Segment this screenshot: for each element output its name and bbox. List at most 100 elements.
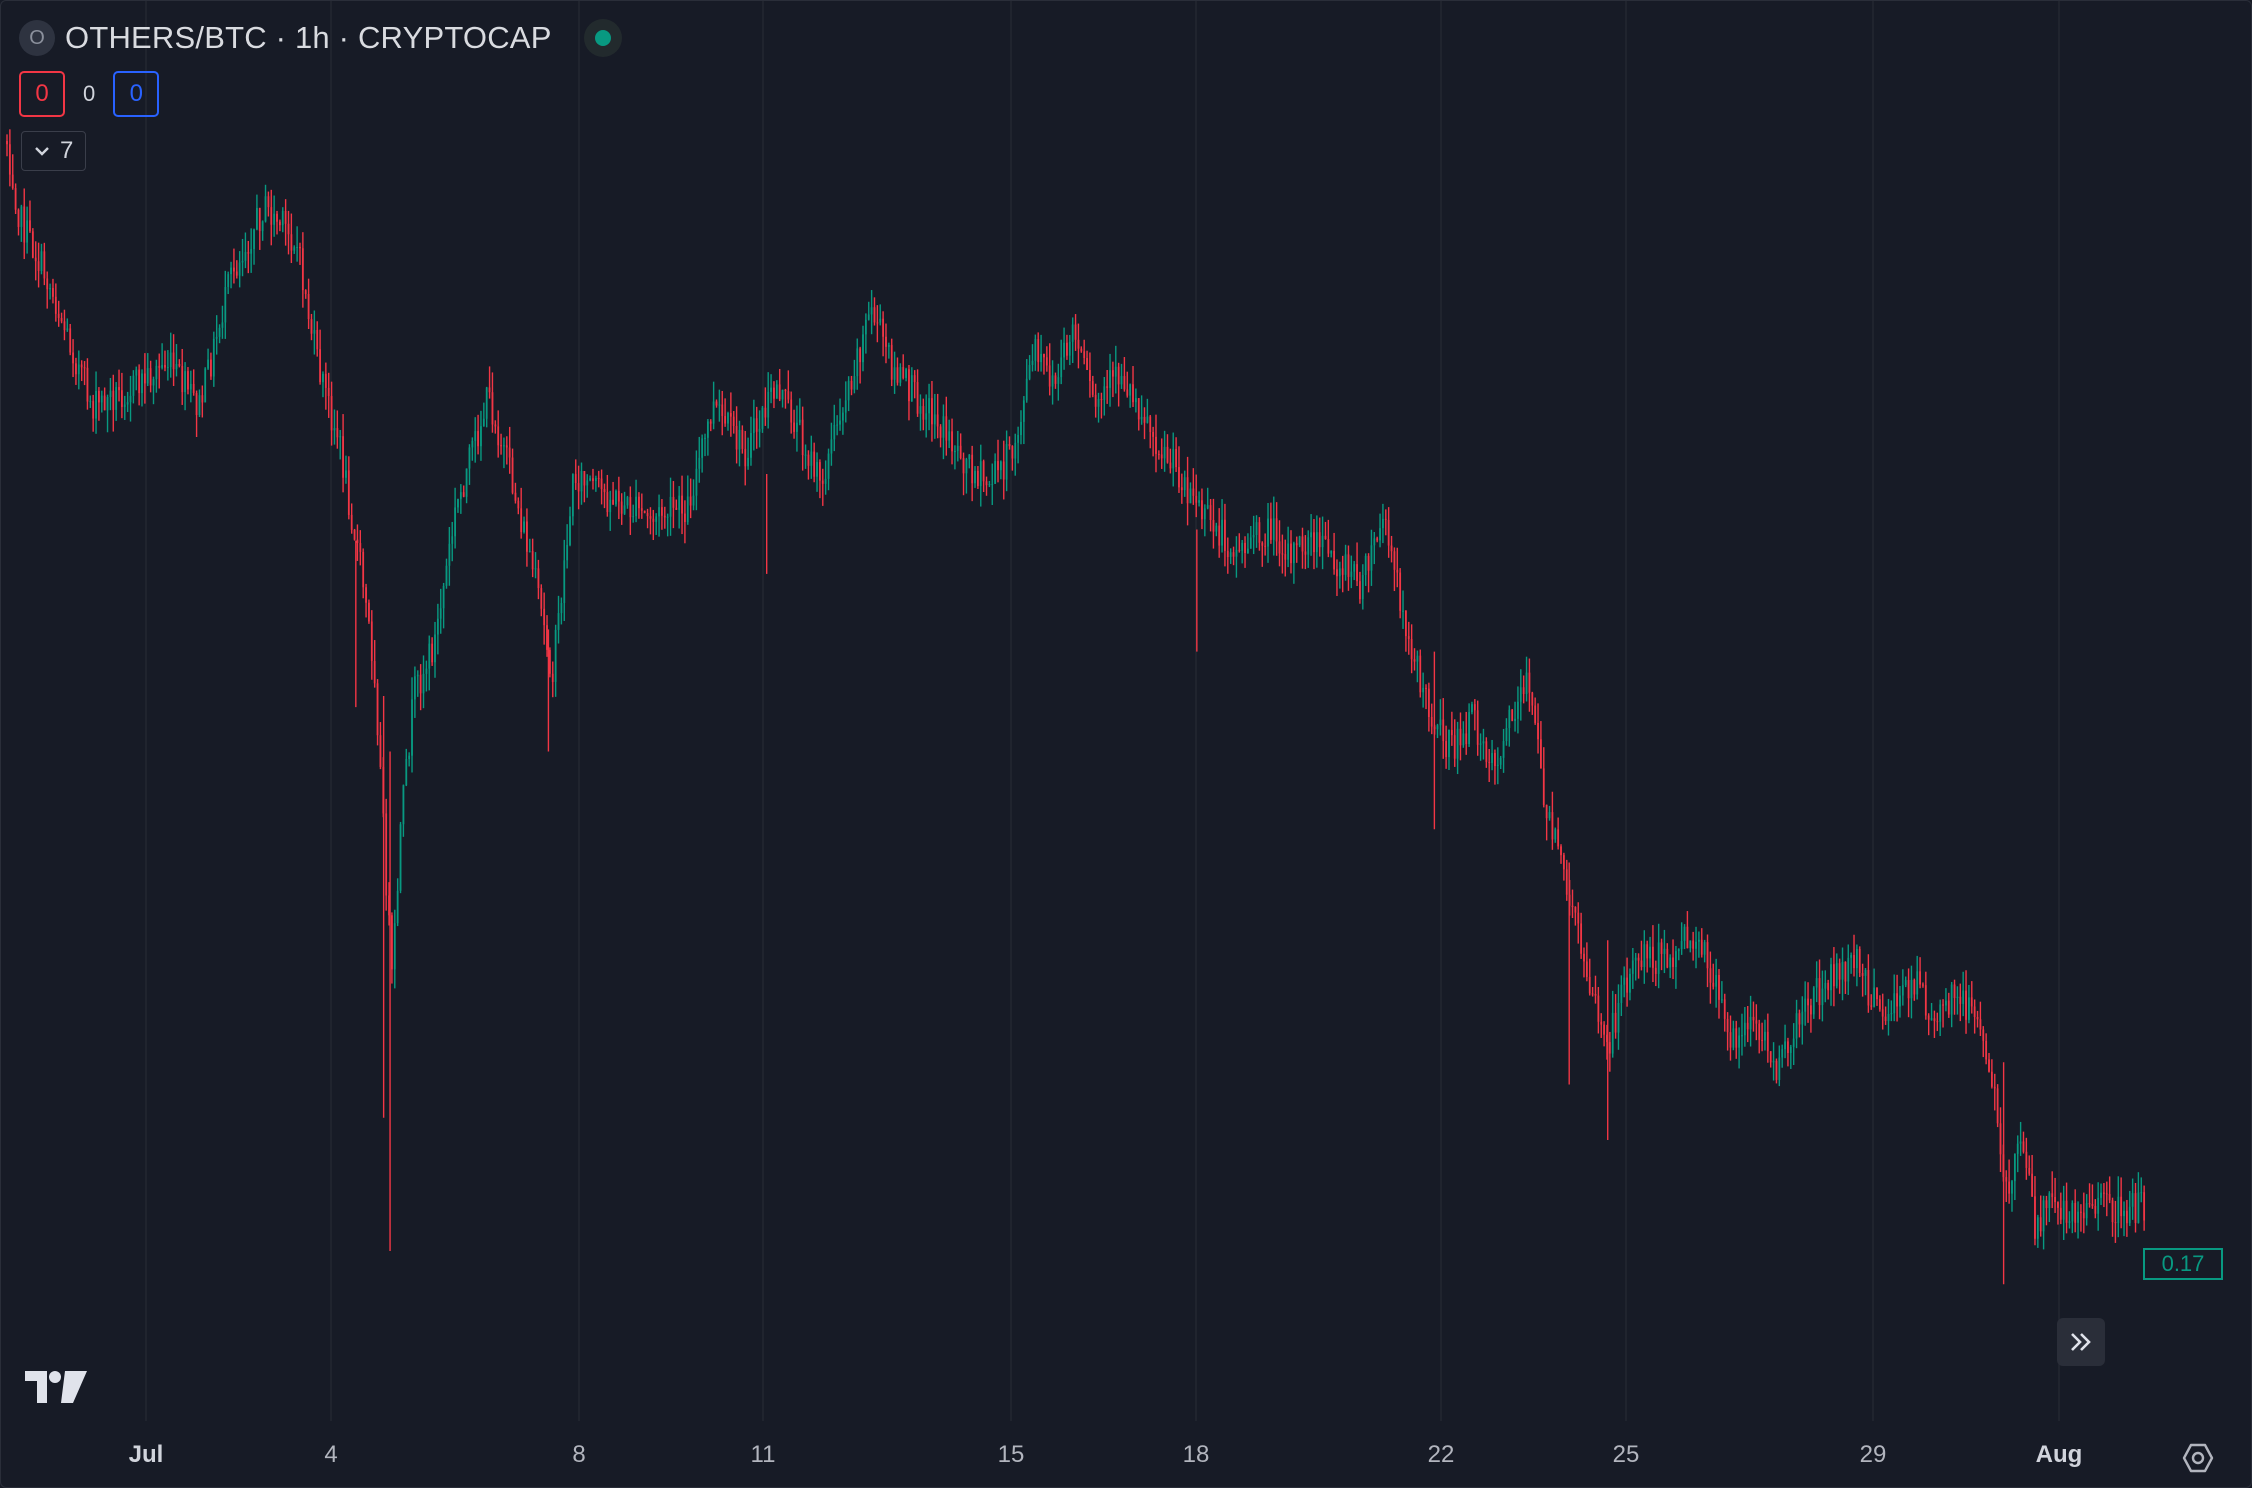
candle-body [356, 539, 359, 543]
candle-body [442, 585, 445, 609]
candle-body [1117, 366, 1120, 385]
chevron-down-icon [35, 147, 49, 156]
candle-body [1040, 353, 1042, 363]
candle-body [175, 364, 178, 370]
candle-body [485, 387, 488, 419]
scroll-to-realtime-button[interactable] [2057, 1318, 2105, 1366]
candle-body [1841, 961, 1844, 980]
tradingview-logo-icon[interactable] [25, 1369, 87, 1410]
candle-body [1884, 1016, 1887, 1022]
candle-body [336, 428, 339, 438]
candle-body [95, 390, 97, 419]
candle-body [1947, 1000, 1950, 1015]
candle-body [1996, 1088, 1999, 1124]
candle-body [1876, 987, 1878, 1000]
candle-body [313, 329, 316, 334]
candle-body [1356, 564, 1358, 582]
candle-body [247, 252, 250, 254]
candle-body [540, 588, 543, 609]
candle-body [1540, 739, 1542, 769]
candle-body [1255, 522, 1258, 536]
candle-body [1008, 444, 1011, 447]
candle-body [1086, 358, 1088, 371]
candle-body [893, 367, 896, 380]
sell-count-button[interactable]: 0 [19, 71, 65, 117]
candle-body [1284, 554, 1287, 560]
candle-body [267, 196, 270, 208]
market-status-icon[interactable] [583, 19, 622, 57]
candle-body [40, 251, 43, 271]
candle-body [1769, 1051, 1772, 1063]
candle-body [1778, 1057, 1781, 1080]
candle-body [2039, 1217, 2042, 1232]
candle-body [1962, 990, 1965, 1004]
candle-body [761, 407, 764, 429]
candle-body [505, 445, 508, 448]
candle-body [514, 492, 517, 501]
candle-body [2080, 1211, 2082, 1213]
candle-body [379, 735, 382, 767]
candle-body [1608, 1042, 1611, 1054]
candle-body [1715, 975, 1718, 987]
candle-body [1723, 999, 1726, 1019]
candle-body [339, 436, 342, 438]
candle-body [46, 278, 49, 290]
candle-body [138, 369, 141, 394]
candle-body [1045, 357, 1048, 366]
candle-body [2028, 1167, 2031, 1174]
buy-count-button[interactable]: 0 [113, 71, 160, 117]
candle-body [29, 220, 31, 232]
candle-body [233, 267, 235, 272]
candle-body [1338, 568, 1341, 577]
candle-body [2068, 1221, 2071, 1223]
candle-body [376, 683, 379, 736]
candle-body [368, 602, 370, 622]
candle-body [764, 407, 767, 418]
candle-body [1384, 518, 1387, 520]
candle-body [603, 489, 606, 493]
indicators-toggle-button[interactable]: 7 [21, 131, 87, 171]
candle-body [1855, 948, 1858, 969]
candle-body [365, 587, 367, 603]
candle-body [1560, 846, 1562, 856]
double-chevron-right-icon [2071, 1333, 2091, 1351]
candle-body [833, 424, 836, 440]
candle-body [482, 418, 485, 427]
candle-body [577, 483, 580, 492]
candle-body [1267, 518, 1269, 547]
candle-body [1315, 532, 1318, 553]
candle-body [942, 416, 945, 438]
gear-icon[interactable] [2181, 1441, 2215, 1480]
candle-body [557, 613, 560, 630]
candle-body [1063, 342, 1065, 358]
candle-body [968, 454, 971, 460]
candle-body [971, 454, 974, 484]
candle-body [824, 478, 827, 484]
candle-body [543, 608, 546, 626]
candle-body [928, 398, 930, 414]
symbol-title[interactable]: OTHERS/BTC · 1h · CRYPTOCAP [65, 20, 552, 55]
candle-body [729, 413, 732, 417]
candle-body [626, 497, 629, 506]
candle-body [531, 551, 534, 570]
candle-body [1677, 949, 1680, 952]
candle-body [106, 397, 109, 411]
x-tick-label: 22 [1427, 1441, 1455, 1468]
candle-body [319, 349, 322, 383]
candle-body [1703, 942, 1706, 955]
candle-body [1287, 543, 1290, 560]
candle-body [925, 413, 928, 420]
candle-body [1269, 518, 1272, 540]
symbol-logo-icon[interactable]: O [19, 20, 55, 56]
candle-body [1232, 552, 1235, 557]
candle-body [2137, 1192, 2140, 1223]
candle-body [1404, 610, 1407, 637]
candle-body [706, 421, 709, 438]
candle-body [663, 515, 666, 518]
x-tick-label: 29 [1859, 1441, 1887, 1468]
candle-body [1528, 672, 1531, 693]
candle-body [86, 367, 89, 402]
candle-body [1157, 453, 1160, 455]
